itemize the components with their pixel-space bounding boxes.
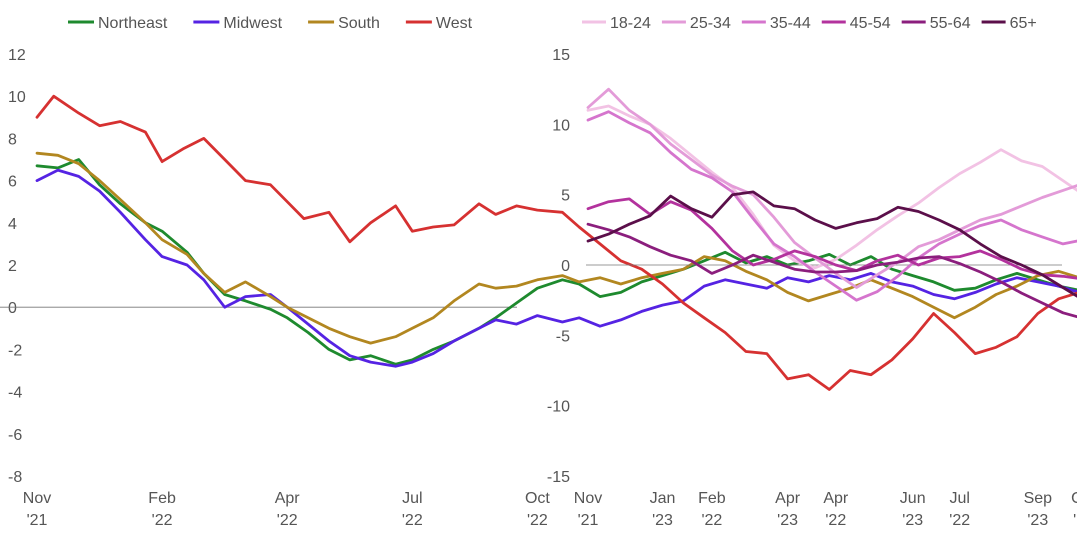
series-line-south xyxy=(35,151,1077,345)
series-line-55-64 xyxy=(586,222,1077,319)
y-tick-label: 6 xyxy=(8,174,17,191)
x-tick-year: '22 xyxy=(1073,512,1077,529)
legend-label: 55-64 xyxy=(930,15,971,32)
legend-label: 45-54 xyxy=(850,15,891,32)
y-tick-label: 5 xyxy=(561,188,570,205)
legend-label: 25-34 xyxy=(690,15,731,32)
x-tick-year: '22 xyxy=(402,512,423,529)
legend-label: Midwest xyxy=(223,15,282,32)
x-tick-year: '22 xyxy=(949,512,970,529)
x-tick-label: Oct xyxy=(525,490,550,507)
series-line-65- xyxy=(586,190,1077,298)
y-tick-label: -4 xyxy=(8,385,22,402)
y-tick-label: -5 xyxy=(556,328,570,345)
x-tick-label: Oct xyxy=(1071,490,1077,507)
x-tick-label: Apr xyxy=(823,490,849,507)
y-tick-label: 10 xyxy=(552,117,570,134)
y-tick-label: 15 xyxy=(552,47,570,64)
y-tick-label: 4 xyxy=(8,216,17,233)
series-line-18-24 xyxy=(586,104,1077,270)
series-line-35-44 xyxy=(586,110,1077,302)
x-tick-year: '23 xyxy=(902,512,923,529)
x-tick-year: '22 xyxy=(825,512,846,529)
x-tick-label: Sep xyxy=(1024,490,1053,507)
x-tick-label: Feb xyxy=(698,490,726,507)
x-tick-year: '21 xyxy=(578,512,599,529)
x-tick-label: Nov xyxy=(23,490,51,507)
x-tick-label: Apr xyxy=(275,490,301,507)
x-tick-label: Nov xyxy=(574,490,602,507)
series-line-northeast xyxy=(35,158,1077,366)
chart-1: -8 -6 -4 -2 0 2 4 6 8 10 12 Nov '21 Feb '22 Apr '22 Jul '2… xyxy=(0,15,1077,529)
x-tick-year: '21 xyxy=(27,512,48,529)
y-tick-label: -10 xyxy=(547,399,570,416)
y-tick-label: 0 xyxy=(8,300,17,317)
legend-label: Northeast xyxy=(98,15,168,32)
y-tick-label: -6 xyxy=(8,427,22,444)
y-tick-label: 10 xyxy=(8,89,26,106)
y-tick-label: 12 xyxy=(8,47,26,64)
x-tick-label: Jun xyxy=(900,490,926,507)
x-tick-label: Feb xyxy=(148,490,176,507)
x-tick-year: '23 xyxy=(1027,512,1048,529)
series-line-25-34 xyxy=(586,87,1077,289)
x-tick-label: Apr xyxy=(775,490,801,507)
y-tick-label: 0 xyxy=(561,258,570,275)
x-tick-year: '22 xyxy=(152,512,173,529)
x-tick-label: Jan xyxy=(650,490,676,507)
y-tick-label: -15 xyxy=(547,469,570,486)
x-tick-label: Jul xyxy=(402,490,422,507)
y-tick-label: -8 xyxy=(8,469,22,486)
x-tick-year: '23 xyxy=(777,512,798,529)
legend-label: 18-24 xyxy=(610,15,651,32)
y-tick-label: -2 xyxy=(8,342,22,359)
series-line-45-54 xyxy=(586,197,1077,280)
legend-label: South xyxy=(338,15,380,32)
x-tick-label: Jul xyxy=(949,490,969,507)
x-tick-year: '23 xyxy=(652,512,673,529)
chart-2: -15 -10 -5 0 5 10 15 Nov '21 Feb '22 Apr '22 Jul '22 Oc… xyxy=(547,15,1077,529)
y-tick-label: 2 xyxy=(8,258,17,275)
y-tick-label: 8 xyxy=(8,131,17,148)
legend-label: 35-44 xyxy=(770,15,811,32)
x-tick-year: '22 xyxy=(701,512,722,529)
legend-label: West xyxy=(436,15,473,32)
legend-label: 65+ xyxy=(1010,15,1037,32)
x-tick-year: '22 xyxy=(277,512,298,529)
x-tick-year: '22 xyxy=(527,512,548,529)
series-line-west xyxy=(35,94,1077,391)
